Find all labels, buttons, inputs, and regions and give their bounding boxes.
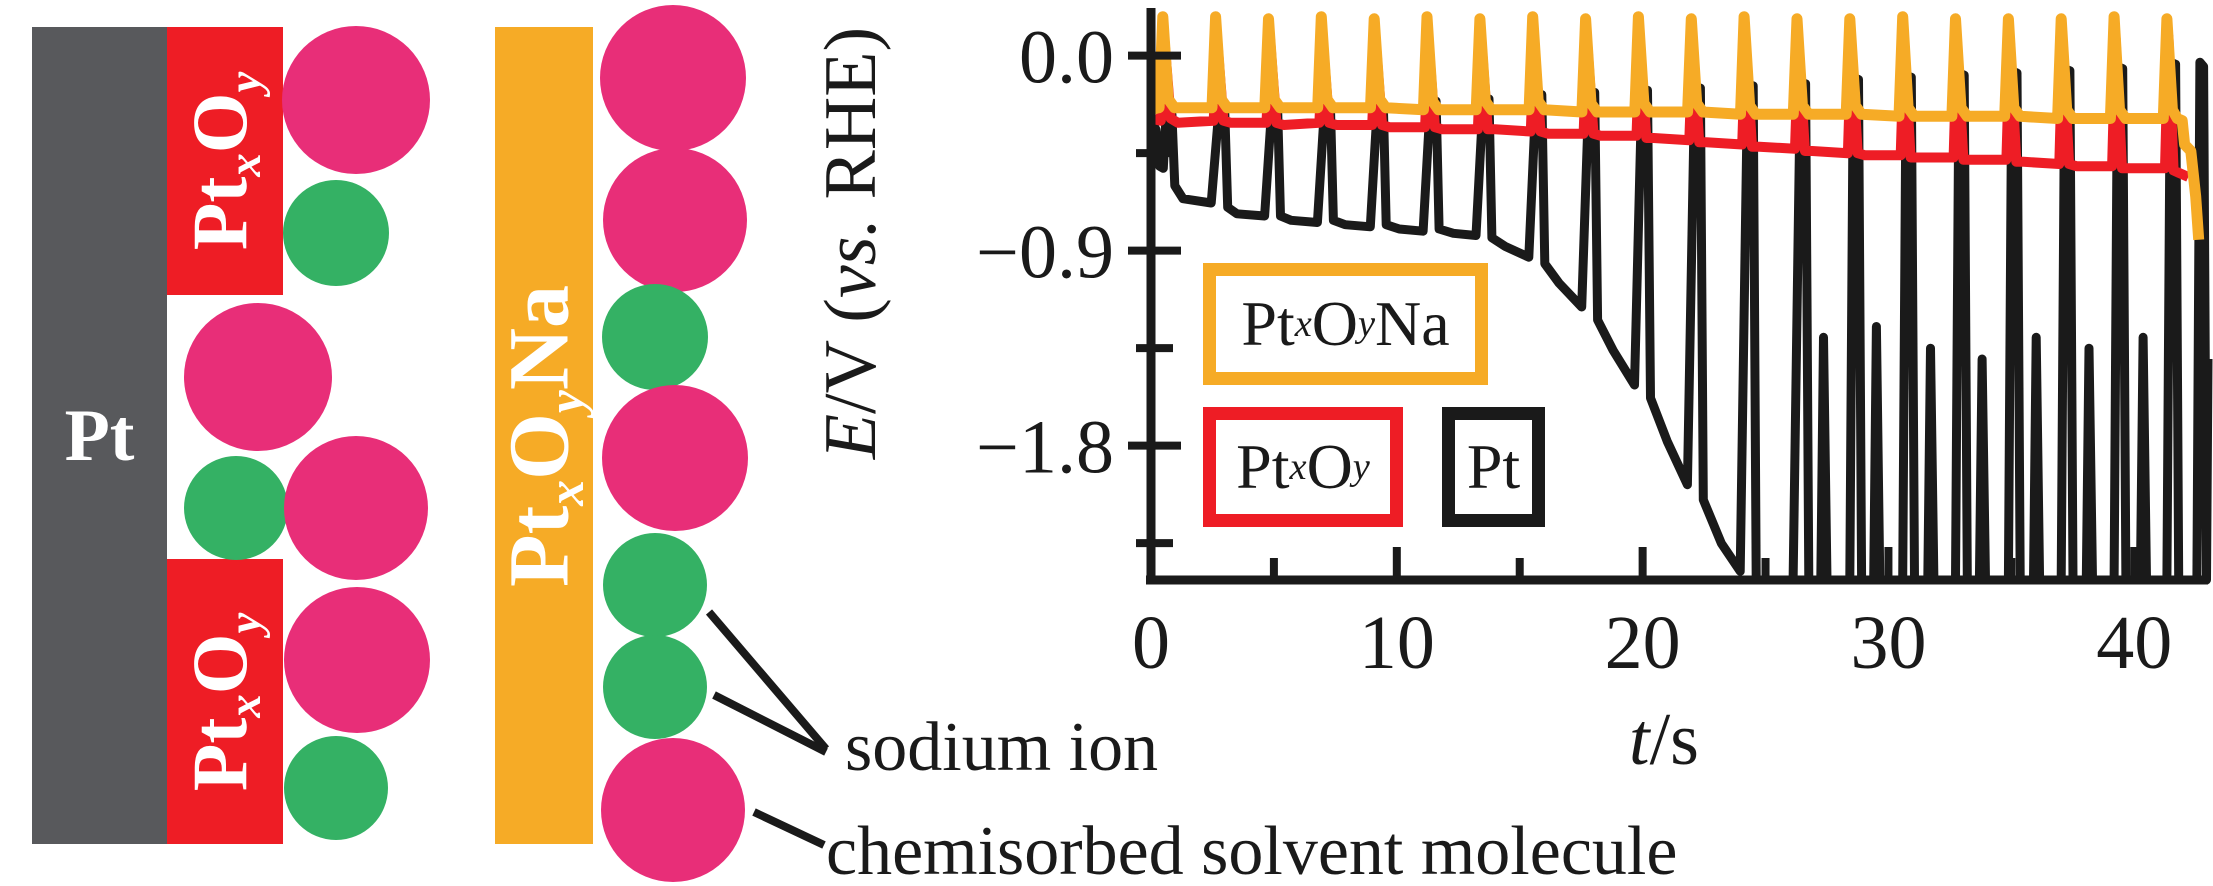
layer-pt-electrode: Pt xyxy=(32,27,167,844)
label-text: /s xyxy=(1649,699,1699,781)
subscript-text: x xyxy=(1294,302,1312,345)
series-PtxOyNa xyxy=(1149,11,2205,241)
label-text: Pt xyxy=(1466,431,1521,502)
x-axis-title: t/s xyxy=(1629,703,1699,777)
sodium-ion-molecule xyxy=(283,180,389,286)
subscript-text: y xyxy=(1357,302,1376,345)
leader-line-0 xyxy=(705,609,830,752)
label-text: RHE) xyxy=(810,26,892,218)
x-tick-label: 40 xyxy=(2096,601,2172,685)
label-text: Na xyxy=(1375,288,1450,359)
subscript-text: x xyxy=(1289,445,1307,488)
layer-ptxoy-layer-top: PtxOy xyxy=(167,27,283,295)
label-text: t xyxy=(1629,699,1650,781)
x-tick-label: 20 xyxy=(1605,601,1681,685)
leader-line-1 xyxy=(712,691,828,756)
solvent-molecule xyxy=(600,5,746,151)
sodium-ion-molecule xyxy=(603,533,707,637)
solvent-molecule xyxy=(601,738,745,882)
label-text: O xyxy=(1311,288,1358,359)
sodium-ion-molecule xyxy=(184,456,288,560)
label-text: O xyxy=(1306,431,1353,502)
y-tick-label: −0.9 xyxy=(976,211,1114,295)
y-axis-title: E/V (vs. RHE) xyxy=(810,27,892,459)
label-text: E xyxy=(810,413,892,460)
layer-ptxoyna-layer: PtxOyNa xyxy=(490,27,595,844)
label-text: Pt xyxy=(1236,431,1290,502)
label-text: /V ( xyxy=(810,298,892,414)
sodium-ion-molecule xyxy=(284,736,388,840)
x-tick-label: 0 xyxy=(1132,601,1170,685)
leader-line-2 xyxy=(752,808,826,849)
solvent-molecule xyxy=(282,26,430,174)
solvent-molecule xyxy=(602,385,748,531)
solvent-molecule xyxy=(603,148,747,292)
annotation-sodium-ion: sodium ion xyxy=(845,709,1159,786)
legend-item-pt: Pt xyxy=(1442,407,1545,527)
y-tick-label: −1.8 xyxy=(976,406,1114,490)
layer-ptxoy-layer-bottom: PtxOy xyxy=(167,559,283,844)
label-text: Pt xyxy=(1241,288,1295,359)
y-tick-label: 0.0 xyxy=(1019,16,1114,100)
x-tick-label: 30 xyxy=(1850,601,1926,685)
sodium-ion-molecule xyxy=(603,635,707,739)
sodium-ion-molecule xyxy=(602,284,708,390)
layer-label-pt-electrode: Pt xyxy=(65,399,135,473)
solvent-molecule xyxy=(284,587,430,733)
x-tick-label: 10 xyxy=(1359,601,1435,685)
solvent-molecule xyxy=(184,303,332,451)
label-text: vs. xyxy=(810,217,892,299)
solvent-molecule xyxy=(284,436,428,580)
label-text: Pt xyxy=(64,394,135,477)
subscript-text: y xyxy=(1352,445,1370,488)
annotation-chemisorbed-solvent: chemisorbed solvent molecule xyxy=(826,813,1678,886)
